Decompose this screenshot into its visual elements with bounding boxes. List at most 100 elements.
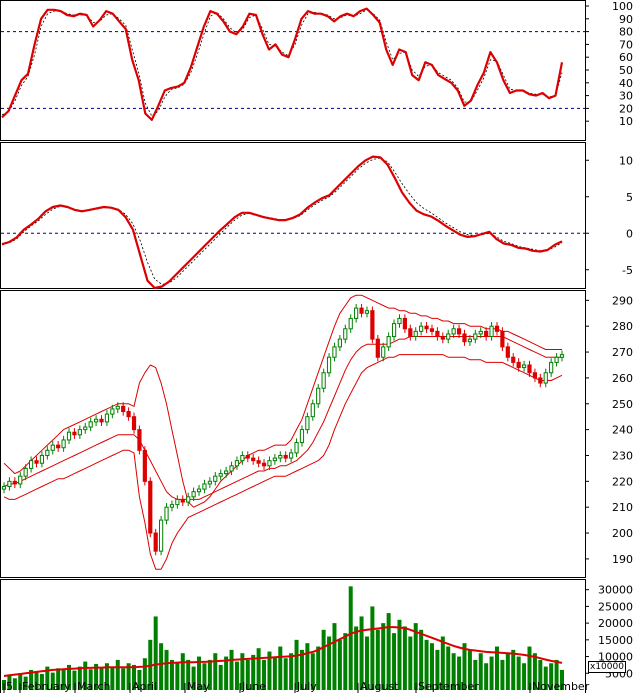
volume-bar bbox=[457, 656, 462, 690]
volume-bar bbox=[386, 613, 391, 690]
volume-bar bbox=[532, 653, 537, 690]
price-axis-tick-label: 210 bbox=[612, 501, 633, 514]
candle-body bbox=[137, 429, 142, 451]
volume-bar bbox=[234, 661, 239, 690]
volume-bar bbox=[554, 659, 559, 690]
volume-bar bbox=[489, 656, 494, 690]
volume-bar bbox=[94, 663, 99, 690]
volume-axis-tick-label: 15000 bbox=[598, 634, 633, 647]
candle-body bbox=[50, 444, 55, 451]
volume-bar bbox=[429, 643, 434, 690]
x-axis-label: March bbox=[77, 680, 111, 693]
candle-body bbox=[462, 333, 467, 343]
volume-bar bbox=[218, 664, 223, 690]
candle-body bbox=[527, 364, 532, 374]
candle-body bbox=[34, 460, 39, 464]
volume-bar bbox=[169, 659, 174, 690]
candle-body bbox=[554, 356, 559, 363]
volume-bar bbox=[50, 672, 55, 690]
candle-body bbox=[115, 405, 120, 410]
candle-body bbox=[332, 346, 337, 358]
volume-bar bbox=[121, 668, 126, 690]
candle-body bbox=[196, 488, 202, 493]
oscillator-axis-tick-label: 90 bbox=[619, 13, 633, 26]
candle-body bbox=[88, 421, 93, 428]
candle-body bbox=[159, 519, 164, 552]
volume-bar bbox=[283, 658, 288, 690]
volume-bar bbox=[549, 663, 554, 690]
candle-body bbox=[289, 452, 294, 459]
candle-body bbox=[251, 457, 256, 462]
candle-body bbox=[489, 325, 494, 338]
volume-bar bbox=[543, 666, 548, 690]
volume-bar bbox=[402, 626, 407, 690]
price-axis-tick-label: 280 bbox=[612, 320, 633, 333]
candle-body bbox=[549, 361, 554, 374]
price-axis-tick-label: 290 bbox=[612, 294, 633, 307]
volume-axis-tick-label: 30000 bbox=[598, 584, 633, 597]
volume-bar bbox=[229, 649, 234, 690]
x-axis-label: August bbox=[360, 680, 399, 693]
volume-bar bbox=[132, 664, 137, 690]
candle-body bbox=[435, 330, 440, 338]
candle-body bbox=[408, 328, 413, 338]
volume-axis-tick-label: 20000 bbox=[598, 617, 633, 630]
x-axis-label: April bbox=[132, 680, 157, 693]
candle-body bbox=[142, 449, 147, 482]
candle-body bbox=[261, 462, 267, 467]
candle-body bbox=[500, 330, 505, 348]
volume-bar bbox=[175, 663, 180, 690]
candle-body bbox=[473, 333, 478, 340]
candle-body bbox=[516, 361, 521, 369]
volume-bar bbox=[164, 649, 169, 690]
candle-body bbox=[77, 429, 82, 436]
volume-bar bbox=[39, 673, 44, 690]
volume-bar bbox=[397, 619, 402, 690]
candle-body bbox=[391, 323, 397, 338]
candle-body bbox=[164, 506, 169, 521]
volume-bar bbox=[137, 669, 142, 690]
volume-bar bbox=[413, 623, 418, 690]
candle-body bbox=[321, 372, 326, 389]
candle-body bbox=[121, 405, 126, 413]
oscillator-axis-tick-label: 30 bbox=[619, 90, 633, 103]
candle-body bbox=[131, 416, 137, 431]
volume-bar bbox=[473, 659, 478, 690]
candle-body bbox=[240, 454, 245, 462]
candle-body bbox=[538, 377, 543, 384]
candle-body bbox=[99, 418, 104, 423]
volume-bar bbox=[104, 663, 109, 690]
candle-body bbox=[429, 328, 435, 332]
volume-bar bbox=[516, 656, 521, 690]
candle-body bbox=[375, 338, 380, 358]
volume-bar bbox=[240, 653, 245, 690]
candle-body bbox=[359, 307, 364, 314]
volume-bar bbox=[392, 633, 397, 690]
candle-body bbox=[278, 454, 283, 459]
volume-bar bbox=[299, 649, 304, 690]
volume-bar bbox=[245, 659, 250, 690]
volume-bar bbox=[251, 654, 256, 690]
candle-body bbox=[256, 460, 261, 464]
volume-bar bbox=[224, 656, 229, 690]
volume-bar bbox=[408, 636, 413, 690]
candle-body bbox=[370, 310, 375, 340]
volume-bar bbox=[115, 659, 120, 690]
volume-bar bbox=[99, 668, 104, 690]
candle-body bbox=[45, 449, 50, 456]
volume-bar bbox=[159, 643, 164, 690]
volume-bar bbox=[527, 646, 532, 690]
oscillator-axis-tick-label: 20 bbox=[619, 102, 633, 115]
candle-body bbox=[456, 328, 462, 335]
price-axis-tick-label: 270 bbox=[612, 346, 633, 359]
candle-body bbox=[478, 330, 483, 335]
candle-body bbox=[93, 418, 99, 423]
candle-body bbox=[186, 496, 191, 503]
candle-body bbox=[337, 338, 342, 348]
x-axis-label: July bbox=[296, 680, 317, 693]
candle-body bbox=[419, 325, 424, 332]
candle-body bbox=[386, 336, 391, 348]
volume-bar bbox=[180, 653, 185, 690]
volume-bar bbox=[305, 643, 310, 690]
